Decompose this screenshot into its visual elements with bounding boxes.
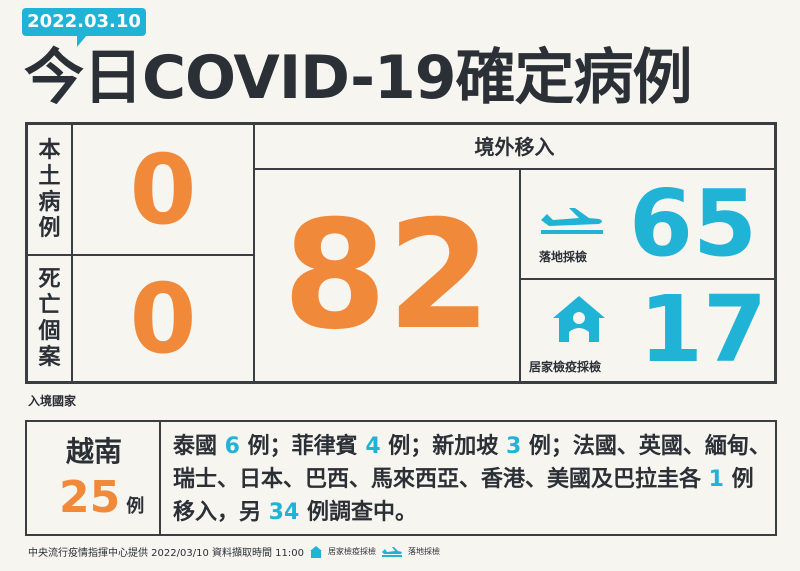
footer-source: 中央流行疫情指揮中心提供 2022/03/10 資料擷取時間 11:00 (28, 548, 304, 559)
country-text: 例移入，另 (173, 467, 754, 525)
country-text: 例；新加坡 (380, 434, 506, 459)
airport-cell: 落地採檢 65 (520, 169, 775, 279)
home-label: 居家檢疫採檢 (529, 360, 602, 374)
top-country-unit: 例 (126, 496, 145, 517)
footer: 中央流行疫情指揮中心提供 2022/03/10 資料擷取時間 11:00 居家檢… (28, 544, 440, 559)
country-text: 例調查中。 (299, 500, 417, 525)
country-text: 泰國 (173, 434, 225, 459)
airplane-icon (382, 546, 402, 557)
country-count: 3 (505, 434, 522, 459)
airport-value: 65 (629, 170, 758, 277)
local-label-cell: 本土病例 (27, 124, 72, 255)
country-count: 4 (365, 434, 381, 459)
airport-label: 落地採檢 (539, 250, 588, 264)
country-count: 1 (708, 467, 724, 492)
country-count: 34 (268, 500, 300, 525)
deaths-label: 死亡個案 (38, 266, 61, 370)
footer-legend-home: 居家檢疫採檢 (328, 547, 376, 556)
top-country-count: 25 (59, 472, 121, 523)
house-icon (553, 296, 605, 342)
house-icon (310, 545, 322, 558)
airplane-icon (541, 208, 603, 234)
stats-table: 本土病例 0 死亡個案 0 境外移入 82 落地採檢 65 居家檢疫採檢 17 (25, 122, 777, 384)
footer-legend-air: 落地採檢 (408, 547, 440, 556)
page-title: 今日COVID-19確定病例 (24, 43, 693, 113)
local-label: 本土病例 (38, 137, 61, 241)
home-cell: 居家檢疫採檢 17 (520, 279, 775, 382)
country-text: 例；菲律賓 (239, 434, 366, 459)
top-country-cell: 越南 25 例 (27, 422, 161, 534)
top-country-value: 25 例 (59, 472, 144, 523)
date-badge: 2022.03.10 (22, 8, 146, 47)
countries-table: 越南 25 例 泰國 6 例；菲律賓 4 例；新加坡 3 例；法國、英國、緬甸、瑞… (25, 420, 777, 536)
local-value: 0 (72, 124, 254, 255)
deaths-value: 0 (72, 255, 254, 382)
top-country-name: 越南 (65, 435, 122, 468)
countries-detail: 泰國 6 例；菲律賓 4 例；新加坡 3 例；法國、英國、緬甸、瑞士、日本、巴西… (173, 430, 773, 529)
deaths-label-cell: 死亡個案 (27, 255, 72, 382)
imported-header: 境外移入 (254, 124, 775, 169)
imported-total: 82 (254, 169, 520, 382)
country-count: 6 (224, 434, 240, 459)
countries-section-label: 入境國家 (28, 394, 77, 408)
country-text: 例；法國、英國、緬甸、瑞士、日本、巴西、馬來西亞、香港、美國及巴拉圭各 (173, 434, 771, 492)
home-value: 17 (639, 276, 768, 383)
